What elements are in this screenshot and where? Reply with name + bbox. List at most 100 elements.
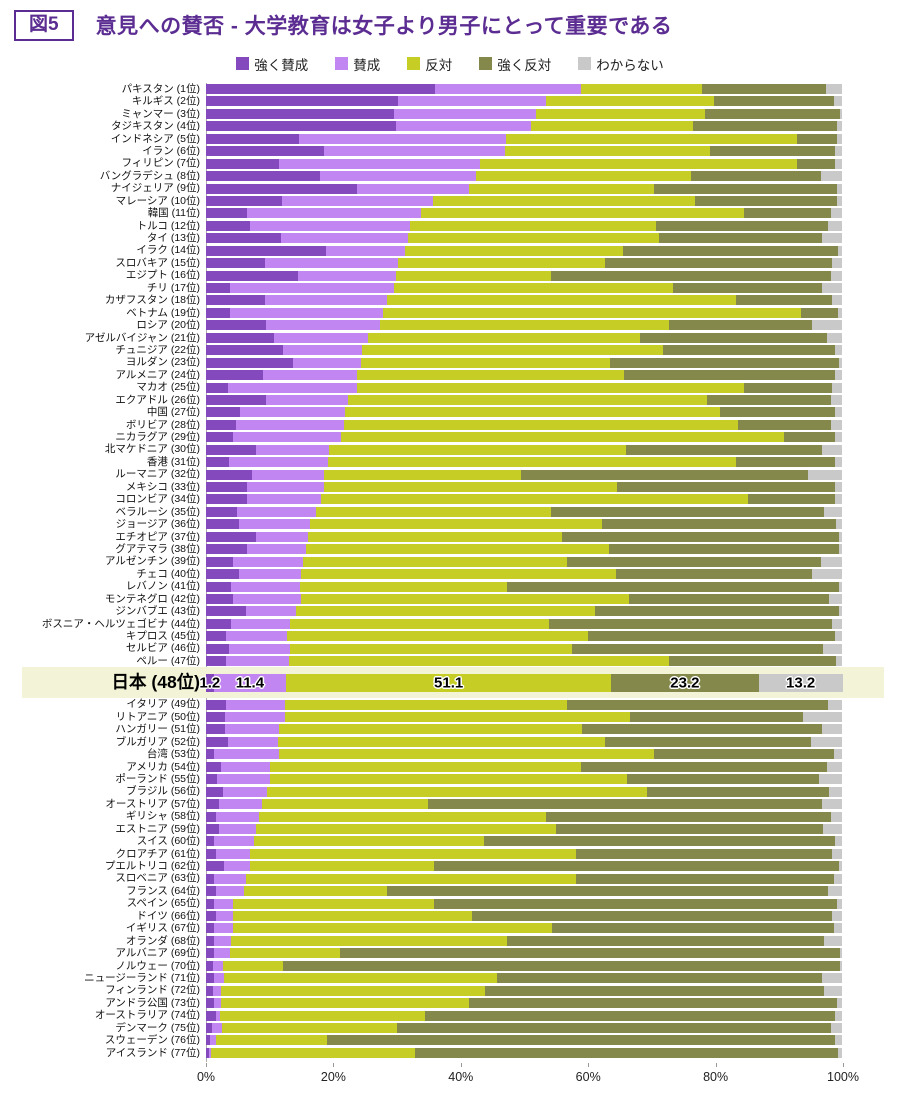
country-row: 台湾 (53位) xyxy=(0,748,900,760)
bar-segment-dont-know xyxy=(838,1047,842,1058)
stacked-bar xyxy=(206,506,842,517)
bar-segment-oppose xyxy=(289,643,573,654)
country-row: ボスニア・ヘルツェゴビナ (44位) xyxy=(0,618,900,630)
country-label: ベトナム (19位) xyxy=(126,306,200,319)
country-label: スロバキア (15位) xyxy=(115,256,200,269)
country-label: キルギス (2位) xyxy=(131,95,200,108)
bar-segment-dont-know xyxy=(826,84,842,95)
country-row: アゼルバイジャン (21位) xyxy=(0,332,900,344)
bar-segment-dont-know xyxy=(811,736,842,747)
country-row: エチオピア (37位) xyxy=(0,531,900,543)
bar-segment-agree xyxy=(230,307,383,318)
bar-segment-strongly-agree xyxy=(206,233,282,244)
country-row: マカオ (25位) xyxy=(0,381,900,393)
bar-segment-agree: 11.4 xyxy=(213,673,287,692)
bar-segment-strongly-oppose xyxy=(744,208,831,219)
country-row: アルバニア (69位) xyxy=(0,947,900,959)
country-label: スロベニア (63位) xyxy=(115,872,200,885)
country-label: メキシコ (33位) xyxy=(125,480,200,493)
country-row: 中国 (27位) xyxy=(0,406,900,418)
country-label: 日本 (48位) xyxy=(111,672,200,693)
bar-segment-dont-know xyxy=(839,606,842,617)
stacked-bar xyxy=(206,345,842,356)
bar-segment-oppose xyxy=(305,544,610,555)
bar-segment-strongly-agree xyxy=(206,494,248,505)
country-label: イタリア (49位) xyxy=(126,698,200,711)
country-label: ギリシャ (58位) xyxy=(125,810,200,823)
stacked-bar xyxy=(206,270,842,281)
bar-segment-strongly-agree xyxy=(206,593,233,604)
bar-segment-dont-know: 13.2 xyxy=(758,673,843,692)
country-row: グアテマラ (38位) xyxy=(0,543,900,555)
country-row: アメリカ (54位) xyxy=(0,761,900,773)
bar-segment-agree xyxy=(356,183,470,194)
bar-segment-strongly-agree xyxy=(206,407,241,418)
bar-segment-dont-know xyxy=(836,998,842,1009)
country-row: デンマーク (75位) xyxy=(0,1022,900,1034)
bar-segment-strongly-agree xyxy=(206,146,324,157)
bar-segment-strongly-agree xyxy=(206,183,357,194)
country-label: スペイン (65位) xyxy=(126,897,200,910)
bar-segment-strongly-agree xyxy=(206,469,253,480)
country-label: 中国 (27位) xyxy=(146,406,200,419)
country-label: ナイジェリア (9位) xyxy=(110,182,200,195)
country-row: ブルガリア (52位) xyxy=(0,736,900,748)
country-label: フランス (64位) xyxy=(126,884,200,897)
country-label: タジキスタン (4位) xyxy=(111,120,200,133)
bar-segment-agree xyxy=(228,457,329,468)
country-row: ペルー (47位) xyxy=(0,655,900,667)
bar-segment-agree xyxy=(239,519,311,530)
country-label: ブルガリア (52位) xyxy=(115,735,200,748)
bar-segment-strongly-agree xyxy=(206,631,226,642)
legend-item-strongly-agree: 強く賛成 xyxy=(236,54,308,74)
stacked-bar xyxy=(206,96,842,107)
bar-segment-dont-know xyxy=(832,295,842,306)
bar-segment-dont-know xyxy=(834,1010,842,1021)
stacked-bar xyxy=(206,332,842,343)
stacked-bar xyxy=(206,712,842,723)
bar-segment-strongly-agree xyxy=(206,861,225,872)
stacked-bar xyxy=(206,183,842,194)
bar-segment-strongly-agree xyxy=(206,736,228,747)
country-label: ヨルダン (23位) xyxy=(125,356,200,369)
bar-segment-agree xyxy=(293,357,362,368)
country-label: ブラジル (56位) xyxy=(126,785,200,798)
axis-tick-mark xyxy=(588,1063,590,1068)
bar-segment-dont-know xyxy=(832,848,842,859)
bar-segment-strongly-oppose xyxy=(747,494,835,505)
bar-segment-strongly-agree xyxy=(206,419,236,430)
stacked-bar xyxy=(206,1035,842,1046)
bar-segment-dont-know xyxy=(830,208,842,219)
bar-segment-strongly-oppose xyxy=(396,1022,832,1033)
bar-segment-strongly-oppose xyxy=(506,935,824,946)
stacked-bar xyxy=(206,519,842,530)
stacked-bar xyxy=(206,569,842,580)
bar-segment-strongly-oppose xyxy=(282,960,841,971)
bar-segment-strongly-agree xyxy=(206,506,238,517)
bar-segment-strongly-oppose xyxy=(719,407,835,418)
bar-segment-strongly-agree xyxy=(206,998,215,1009)
legend-label: わからない xyxy=(596,57,664,73)
bar-segment-dont-know xyxy=(834,631,842,642)
stacked-bar xyxy=(206,736,842,747)
bar-segment-agree xyxy=(395,121,531,132)
country-row: オーストリア (57位) xyxy=(0,798,900,810)
bar-segment-dont-know xyxy=(838,245,842,256)
x-axis: 0% 20% 40% 60% 80% 100% xyxy=(197,1063,859,1089)
bar-segment-agree xyxy=(252,469,325,480)
bar-segment-agree xyxy=(212,960,224,971)
country-label: マレーシア (10位) xyxy=(115,194,200,207)
bar-segment-oppose xyxy=(302,556,568,567)
bar-segment-oppose xyxy=(316,506,551,517)
country-label: オーストラリア (74位) xyxy=(94,1009,200,1022)
bar-segment-strongly-oppose xyxy=(576,873,834,884)
country-label: ボスニア・ヘルツェゴビナ (44位) xyxy=(41,617,200,630)
bar-segment-oppose xyxy=(362,345,663,356)
stacked-bar xyxy=(206,656,842,667)
bar-segment-dont-know xyxy=(836,183,842,194)
stacked-bar xyxy=(206,382,842,393)
bar-segment-dont-know xyxy=(833,749,842,760)
legend-label: 賛成 xyxy=(353,57,381,73)
country-row: チリ (17位) xyxy=(0,282,900,294)
bar-segment-dont-know xyxy=(836,519,842,530)
